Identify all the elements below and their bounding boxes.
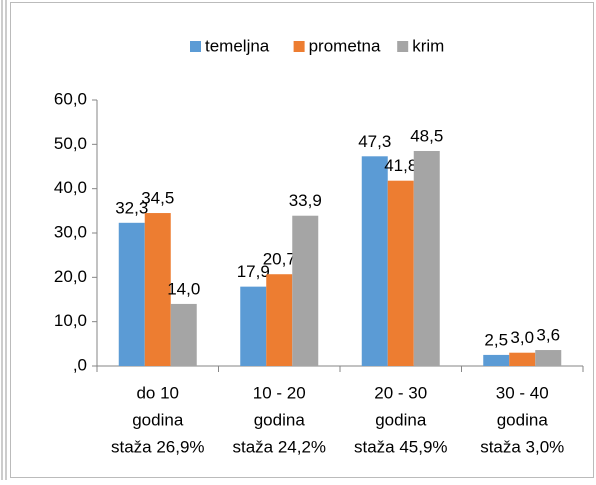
- y-tick-label: ,0: [73, 355, 87, 374]
- value-label: 47,3: [358, 132, 391, 151]
- legend-label: krim: [412, 36, 444, 55]
- x-tick-label: staža 26,9%: [111, 437, 205, 456]
- bar: [483, 354, 510, 366]
- bar: [413, 150, 440, 366]
- x-tick-label: staža 3,0%: [480, 437, 564, 456]
- y-tick-label: 40,0: [54, 178, 87, 197]
- x-tick-label: 20 - 30: [374, 383, 427, 402]
- legend-swatch: [293, 41, 305, 52]
- legend-swatch: [190, 41, 201, 52]
- y-tick-label: 20,0: [54, 267, 87, 286]
- x-tick-label: do 10: [136, 383, 179, 402]
- bar: [361, 156, 388, 366]
- value-label: 14,0: [167, 279, 200, 298]
- x-tick-label: godina: [497, 410, 549, 429]
- bar: [509, 352, 536, 366]
- bar: [292, 215, 319, 366]
- x-tick-label: staža 45,9%: [354, 437, 448, 456]
- x-tick-label: 10 - 20: [253, 383, 306, 402]
- x-tick-label: staža 24,2%: [232, 437, 326, 456]
- chart-border: [10, 2, 594, 478]
- value-label: 48,5: [410, 126, 443, 145]
- value-label: 32,3: [115, 198, 148, 217]
- bar: [170, 303, 197, 366]
- x-tick-label: 30 - 40: [496, 383, 549, 402]
- value-label: 41,8: [384, 156, 417, 175]
- legend-label: prometna: [309, 36, 381, 55]
- bar: [387, 180, 414, 366]
- y-tick-label: 60,0: [54, 89, 87, 108]
- value-label: 17,9: [237, 262, 270, 281]
- value-label: 3,6: [536, 326, 560, 345]
- bar: [144, 213, 171, 366]
- bar: [118, 222, 145, 366]
- value-label: 20,7: [263, 250, 296, 269]
- legend-label: temeljna: [205, 36, 270, 55]
- bar: [535, 350, 562, 366]
- y-tick-label: 30,0: [54, 222, 87, 241]
- x-tick-label: godina: [375, 410, 427, 429]
- legend-swatch: [397, 41, 409, 52]
- bar: [240, 286, 267, 366]
- x-tick-label: godina: [132, 410, 184, 429]
- value-label: 33,9: [289, 191, 322, 210]
- bar: [266, 274, 293, 366]
- value-label: 2,5: [484, 330, 508, 349]
- value-label: 3,0: [510, 328, 534, 347]
- value-label: 34,5: [141, 189, 174, 208]
- x-tick-label: godina: [254, 410, 306, 429]
- y-tick-label: 10,0: [54, 311, 87, 330]
- y-tick-label: 50,0: [54, 134, 87, 153]
